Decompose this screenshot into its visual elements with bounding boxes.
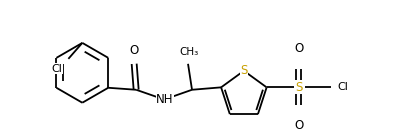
Text: CH₃: CH₃: [180, 47, 199, 57]
Text: Cl: Cl: [52, 64, 63, 74]
Text: Cl: Cl: [337, 82, 348, 92]
Text: S: S: [240, 64, 247, 77]
Text: NH: NH: [156, 93, 174, 106]
Text: O: O: [294, 119, 303, 132]
Text: O: O: [130, 44, 139, 57]
Text: S: S: [295, 81, 302, 94]
Text: O: O: [294, 42, 303, 55]
